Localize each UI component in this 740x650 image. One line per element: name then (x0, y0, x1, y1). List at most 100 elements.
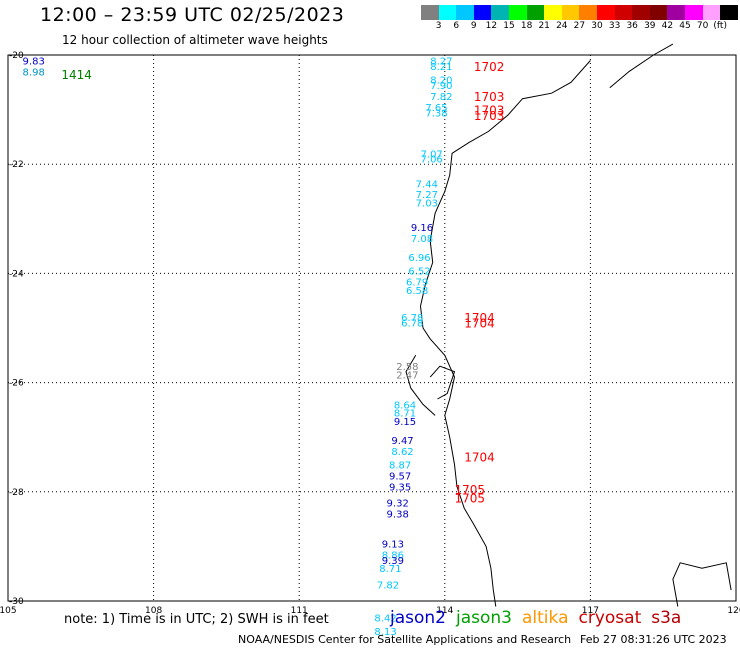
pass-id-label: 1704 (464, 450, 495, 464)
colorbar-swatch (544, 5, 562, 20)
colorbar-tick-label: (ft) (713, 21, 727, 31)
wave-height-label: 7.65 (425, 103, 447, 114)
wave-height-label: 7.82 (377, 581, 399, 592)
wave-height-label: 8.20 (430, 76, 452, 87)
wave-height-label: 9.38 (387, 510, 409, 521)
wave-height-label: 7.38 (425, 108, 447, 119)
pass-id-label: 1705 (455, 491, 486, 505)
page-title: 12:00 – 23:59 UTC 02/25/2023 (40, 4, 345, 26)
colorbar-swatch (508, 5, 527, 20)
legend-entry-s3a: s3a (651, 608, 682, 628)
lon-tick-label: 117 (582, 606, 599, 616)
wave-height-label: 7.90 (430, 81, 452, 92)
wave-height-label: 6.78 (401, 313, 423, 324)
legend-entry-jason2: jason2 (390, 608, 446, 628)
wave-height-label: 9.83 (23, 56, 45, 67)
colorbar-tick-label: 3 (435, 21, 442, 31)
satellite-legend: jason2 jason3 altika cryosat s3a (390, 608, 691, 628)
colorbar-tick-label: 30 (591, 21, 603, 31)
pass-id-label: 1703 (474, 90, 505, 104)
wave-height-label: 6.52 (408, 267, 430, 278)
wave-height-label: 7.07 (421, 149, 443, 160)
wave-height-label: 8.87 (389, 461, 411, 472)
lat-tick-label: -22 (9, 160, 24, 170)
wave-height-label: 9.32 (387, 499, 409, 510)
lon-tick-label: 120 (727, 606, 740, 616)
colorbar-tick-label: 18 (520, 21, 533, 31)
colorbar-tick-label: 15 (503, 21, 515, 31)
wave-height-label: 7.27 (416, 190, 438, 201)
wave-height-label: 7.44 (416, 179, 438, 190)
coastline (405, 43, 732, 607)
map-grid (7, 54, 737, 602)
colorbar-tick-label: 33 (608, 21, 621, 31)
colorbar-swatch (473, 5, 492, 20)
colorbar-tick-label: 12 (485, 21, 498, 31)
lon-tick-label: 111 (291, 606, 308, 616)
colorbar-tick-label: 27 (573, 21, 586, 31)
wave-height-labels: 9.838.988.278.218.207.907.827.657.387.07… (23, 56, 505, 638)
colorbar-swatch (491, 5, 509, 20)
wave-height-label: 2.58 (396, 362, 418, 373)
map-frame (7, 54, 737, 602)
colorbar-tick-label: 36 (626, 21, 638, 31)
colorbar-swatch (561, 5, 580, 20)
wave-height-label: 8.71 (379, 564, 401, 575)
lon-tick-label: 105 (0, 606, 17, 616)
colorbar-swatch (456, 5, 474, 20)
colorbar-ticks: 3 6 9 12 15 18 21 24 27 30 33 36 39 42 45 70 (ft) (421, 21, 740, 33)
lat-tick-label: -30 (9, 597, 24, 607)
wave-height-label: 8.71 (394, 409, 416, 420)
credit-line: NOAA/NESDIS Center for Satellite Applica… (238, 633, 572, 646)
wave-height-label: 8.98 (23, 67, 45, 78)
pass-id-label: 1703 (474, 104, 505, 118)
wave-height-label: 9.13 (382, 540, 404, 551)
wave-height-label: 6.58 (406, 286, 428, 297)
pass-id-label: 1702 (474, 60, 505, 74)
footer-note: note: 1) Time is in UTC; 2) SWH is in fe… (64, 612, 329, 627)
wave-height-label: 7.03 (416, 198, 438, 209)
wave-height-label: 9.47 (391, 436, 413, 447)
coastline-northeast (609, 43, 674, 89)
colorbar-swatch (667, 5, 685, 20)
wave-height-label: 7.82 (430, 92, 452, 103)
wave-height-label: 9.57 (389, 471, 411, 482)
colorbar-swatch (702, 5, 721, 20)
pass-id-label: 1414 (61, 68, 92, 82)
wave-height-label: 9.15 (394, 417, 416, 428)
colorbar-swatch (438, 5, 457, 20)
colorbar-swatch (720, 5, 738, 20)
colorbar-tick-label: 39 (644, 21, 656, 31)
wave-height-label: 7.08 (411, 234, 433, 245)
wave-height-label: 8.27 (430, 56, 452, 67)
colorbar-swatch (526, 5, 545, 20)
colorbar-swatch (596, 5, 615, 20)
colorbar-swatch (421, 5, 439, 20)
wave-height-label: 9.35 (389, 482, 411, 493)
colorbar-tick-label: 24 (556, 21, 568, 31)
colorbar (421, 5, 738, 20)
wave-height-label: 8.86 (382, 551, 404, 562)
wave-height-label: 8.42 (374, 613, 396, 624)
coastline-peninsula (429, 365, 456, 400)
wave-height-label: 9.16 (411, 223, 433, 234)
wave-height-label: 2.47 (396, 370, 418, 381)
colorbar-tick-label: 21 (538, 21, 550, 31)
wave-height-label: 6.96 (408, 253, 430, 264)
colorbar-tick-label: 42 (661, 21, 674, 31)
wave-height-label: 6.79 (406, 278, 428, 289)
lat-tick-label: -26 (9, 379, 24, 389)
colorbar-tick-label: 45 (679, 21, 691, 31)
colorbar-swatch (614, 5, 633, 20)
timestamp: Feb 27 08:31:26 UTC 2023 (580, 633, 727, 646)
colorbar-tick-label: 9 (470, 21, 477, 31)
colorbar-swatch (632, 5, 650, 20)
wave-height-label: 8.64 (394, 400, 416, 411)
colorbar-tick-label: 6 (453, 21, 460, 31)
coastline-mainland (419, 60, 591, 607)
wave-height-label: 7.06 (421, 155, 443, 166)
lat-tick-label: -28 (9, 488, 24, 498)
lon-tick-label: 108 (145, 606, 162, 616)
wave-height-label: 8.21 (430, 62, 452, 73)
